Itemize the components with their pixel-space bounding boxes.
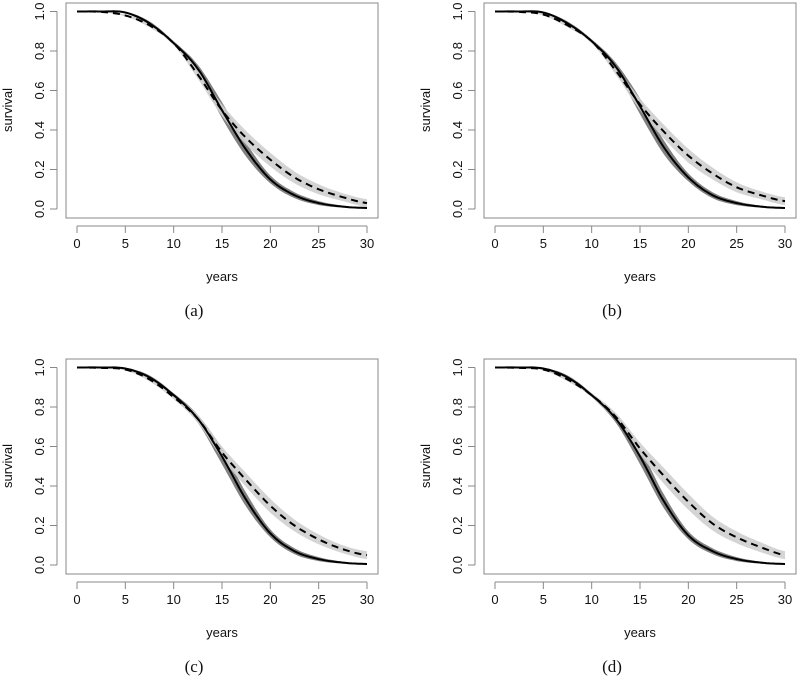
y-tick-label: 0.8 bbox=[32, 398, 47, 416]
y-axis-label: survival bbox=[0, 88, 15, 132]
x-axis-label: years bbox=[206, 269, 238, 284]
x-tick-label: 5 bbox=[122, 592, 129, 607]
x-axis-label: years bbox=[624, 269, 656, 284]
x-tick-label: 20 bbox=[263, 592, 277, 607]
series-line-solid bbox=[77, 366, 368, 565]
y-tick-label: 0.2 bbox=[450, 516, 465, 534]
x-tick-label: 15 bbox=[215, 236, 229, 251]
y-tick-label: 0.8 bbox=[32, 42, 47, 60]
panel-caption: (b) bbox=[602, 301, 622, 320]
x-tick-label: 15 bbox=[215, 592, 229, 607]
series-line-solid bbox=[495, 10, 786, 209]
plot-frame bbox=[483, 2, 797, 219]
y-tick-label: 0.6 bbox=[450, 81, 465, 99]
y-tick-label: 0.2 bbox=[32, 516, 47, 534]
y-tick-label: 0.6 bbox=[32, 81, 47, 99]
x-axis-label: years bbox=[624, 625, 656, 640]
x-tick-label: 20 bbox=[681, 592, 695, 607]
x-tick-label: 5 bbox=[122, 236, 129, 251]
y-tick-label: 1.0 bbox=[32, 358, 47, 376]
y-tick-label: 1.0 bbox=[450, 358, 465, 376]
y-tick-label: 0.0 bbox=[32, 556, 47, 574]
plot-frame bbox=[65, 2, 379, 219]
y-tick-label: 0.6 bbox=[450, 437, 465, 455]
series-line-dashed bbox=[77, 366, 368, 557]
y-tick-label: 0.0 bbox=[450, 200, 465, 218]
x-tick-label: 25 bbox=[729, 592, 743, 607]
y-tick-label: 0.0 bbox=[32, 200, 47, 218]
y-tick-label: 0.4 bbox=[450, 121, 465, 139]
x-tick-label: 5 bbox=[540, 236, 547, 251]
confidence-band-solid bbox=[77, 367, 367, 565]
x-tick-label: 0 bbox=[73, 236, 80, 251]
x-tick-label: 10 bbox=[584, 236, 598, 251]
series-line-dashed bbox=[495, 366, 786, 557]
x-tick-label: 30 bbox=[360, 236, 374, 251]
x-tick-label: 0 bbox=[491, 592, 498, 607]
y-tick-label: 0.2 bbox=[32, 160, 47, 178]
y-tick-label: 0.4 bbox=[32, 121, 47, 139]
x-tick-label: 30 bbox=[778, 236, 792, 251]
series-line-solid bbox=[77, 10, 368, 209]
plot-frame bbox=[65, 358, 379, 575]
y-tick-label: 0.8 bbox=[450, 398, 465, 416]
panel-c: 0.0 0.2 0.4 0.6 0.8 1.0 0 5 10 15 20 25 30 years survi… bbox=[0, 358, 379, 676]
y-tick-label: 0.4 bbox=[32, 477, 47, 495]
y-tick-label: 0.0 bbox=[450, 556, 465, 574]
panel-b: 0.0 0.2 0.4 0.6 0.8 1.0 0 5 10 15 20 25 30 years survi… bbox=[418, 2, 797, 320]
y-tick-label: 1.0 bbox=[450, 2, 465, 20]
x-tick-label: 5 bbox=[540, 592, 547, 607]
y-tick-label: 0.6 bbox=[32, 437, 47, 455]
panel-d: 0.0 0.2 0.4 0.6 0.8 1.0 0 5 10 15 20 25 30 years survi… bbox=[418, 358, 797, 676]
y-tick-label: 0.8 bbox=[450, 42, 465, 60]
x-tick-label: 15 bbox=[633, 592, 647, 607]
x-tick-label: 15 bbox=[633, 236, 647, 251]
y-axis-label: survival bbox=[418, 88, 433, 132]
series-line-dashed bbox=[77, 10, 368, 205]
x-tick-label: 10 bbox=[166, 592, 180, 607]
panel-caption: (a) bbox=[185, 301, 204, 320]
y-axis-label: survival bbox=[0, 444, 15, 488]
plot-frame bbox=[483, 358, 797, 575]
x-tick-label: 10 bbox=[166, 236, 180, 251]
x-tick-label: 0 bbox=[491, 236, 498, 251]
x-tick-label: 25 bbox=[311, 236, 325, 251]
x-tick-label: 20 bbox=[263, 236, 277, 251]
x-axis-label: years bbox=[206, 625, 238, 640]
panel-caption: (d) bbox=[602, 657, 622, 676]
panel-a: 0.0 0.2 0.4 0.6 0.8 1.0 0 5 10 15 20 25 30 years survi… bbox=[0, 2, 379, 320]
x-tick-label: 20 bbox=[681, 236, 695, 251]
x-tick-label: 30 bbox=[778, 592, 792, 607]
y-tick-label: 0.4 bbox=[450, 477, 465, 495]
x-tick-label: 25 bbox=[729, 236, 743, 251]
y-tick-label: 0.2 bbox=[450, 160, 465, 178]
panel-caption: (c) bbox=[185, 657, 204, 676]
x-tick-label: 10 bbox=[584, 592, 598, 607]
y-axis-label: survival bbox=[418, 444, 433, 488]
x-tick-label: 30 bbox=[360, 592, 374, 607]
series-line-dashed bbox=[495, 10, 786, 203]
x-tick-label: 0 bbox=[73, 592, 80, 607]
x-tick-label: 25 bbox=[311, 592, 325, 607]
y-tick-label: 1.0 bbox=[32, 2, 47, 20]
